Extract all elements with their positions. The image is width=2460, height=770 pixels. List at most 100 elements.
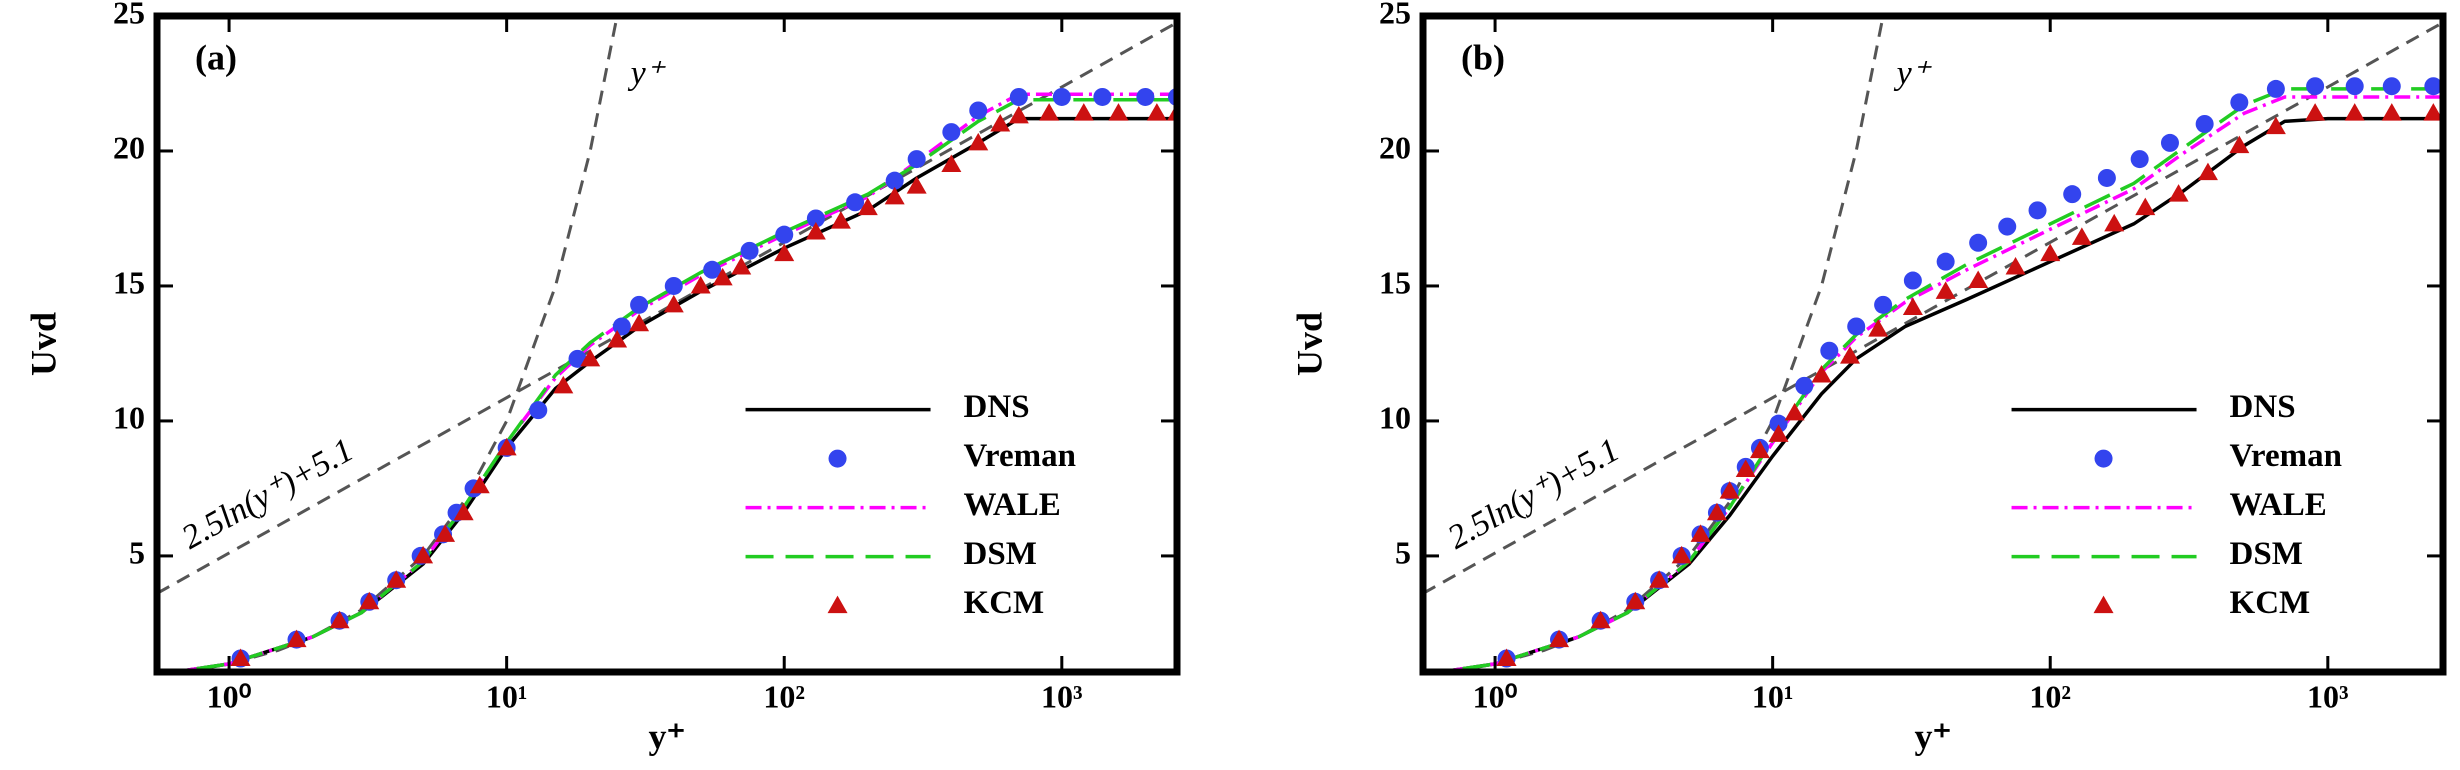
plot-frame: [153, 12, 1181, 676]
x-axis-title: y⁺: [648, 716, 685, 756]
data-point: [663, 294, 684, 313]
data-point: [2423, 103, 2443, 121]
line-annotation: y⁺: [1894, 55, 1933, 92]
x-tick-label: 10²: [2029, 678, 2071, 714]
legend-label: DNS: [964, 389, 1030, 425]
line-annotation: 2.5ln(y⁺)+5.1: [1442, 431, 1626, 556]
y-tick-label: 20: [1379, 129, 1411, 165]
data-point: [2424, 77, 2443, 96]
data-point: [969, 101, 988, 120]
data-point: [2381, 103, 2402, 121]
data-point: [1868, 319, 1889, 337]
data-point: [712, 267, 733, 286]
data-point: [2168, 184, 2189, 202]
data-point: [529, 401, 548, 420]
data-point: [805, 221, 826, 240]
data-point: [2230, 93, 2249, 112]
y-tick-label: 10: [113, 399, 145, 435]
data-point: [329, 610, 350, 629]
y-tick-label: 15: [113, 264, 145, 300]
data-point: [1935, 281, 1956, 299]
data-point: [1052, 87, 1071, 106]
data-point: [906, 176, 927, 194]
reference-line: [1423, 21, 2443, 595]
y-tick-label: 5: [1395, 534, 1411, 570]
series-line: [1429, 87, 2443, 672]
x-tick-label: 10²: [763, 678, 805, 714]
data-point: [941, 154, 962, 172]
legend-swatch: [827, 595, 848, 614]
data-point: [1936, 252, 1955, 271]
data-point: [2135, 197, 2156, 216]
legend-swatch: [828, 449, 847, 468]
data-point: [1009, 87, 1028, 106]
data-point: [775, 225, 794, 244]
data-point: [942, 123, 961, 142]
data-point: [553, 375, 574, 394]
data-point: [413, 545, 434, 564]
legend-label: Vreman: [2230, 438, 2342, 474]
data-point: [2130, 150, 2149, 169]
data-point: [907, 150, 926, 169]
legend-label: WALE: [964, 487, 1061, 523]
data-point: [1874, 295, 1893, 314]
data-point: [884, 186, 905, 205]
data-point: [690, 275, 711, 294]
data-point: [2265, 116, 2286, 135]
data-point: [1749, 440, 1770, 459]
data-point: [1093, 87, 1112, 106]
legend-label: DNS: [2230, 389, 2296, 425]
data-point: [1795, 376, 1814, 395]
y-axis-title: Uvd: [23, 312, 63, 376]
panel-label: (a): [195, 37, 237, 77]
data-point: [968, 132, 989, 151]
data-point: [1625, 591, 1646, 610]
data-point: [1847, 317, 1866, 336]
data-point: [806, 209, 825, 228]
data-point: [1902, 297, 1923, 316]
data-point: [469, 475, 490, 494]
data-point: [2306, 77, 2325, 96]
data-point: [1820, 341, 1839, 360]
data-point: [731, 257, 752, 275]
data-point: [1768, 424, 1789, 442]
data-point: [2097, 168, 2116, 187]
data-point: [2266, 79, 2285, 98]
data-point: [1903, 271, 1922, 290]
legend-label: Vreman: [964, 438, 1076, 474]
legend-label: DSM: [964, 536, 1037, 572]
plot-area: [157, 16, 1177, 672]
data-point: [1719, 481, 1740, 499]
data-point: [846, 193, 865, 212]
x-axis-title: y⁺: [1914, 716, 1951, 756]
data-point: [1784, 402, 1805, 421]
data-point: [2229, 135, 2250, 154]
data-point: [2345, 77, 2364, 96]
legend-label: DSM: [2230, 536, 2303, 572]
data-point: [1998, 217, 2017, 236]
y-tick-label: 25: [1379, 0, 1411, 30]
data-point: [2104, 213, 2125, 232]
plot-frame: [1419, 12, 2447, 676]
data-point: [386, 570, 407, 588]
legend-label: KCM: [2230, 585, 2311, 621]
series-line: [1429, 95, 2443, 672]
line-annotation: y⁺: [628, 55, 667, 92]
data-point: [230, 648, 251, 667]
data-point: [1590, 610, 1611, 629]
data-point: [740, 241, 759, 260]
x-tick-label: 10⁰: [207, 678, 252, 714]
panel: 10⁰ 10¹ 10² 10³ 5 10 15 20 25 y⁺ 2.5ln(y⁺)+5.1 DNS V…: [23, 0, 1181, 756]
x-tick-label: 10³: [1041, 678, 1083, 714]
data-point: [2071, 227, 2092, 245]
data-point: [607, 329, 628, 348]
reference-line: [1451, 16, 1885, 672]
x-tick-label: 10⁰: [1473, 678, 1518, 714]
y-tick-label: 15: [1379, 264, 1411, 300]
line-annotation: 2.5ln(y⁺)+5.1: [176, 431, 360, 556]
data-point: [1735, 459, 1756, 478]
data-point: [1969, 233, 1988, 252]
data-point: [774, 243, 795, 262]
data-point: [1968, 270, 1989, 289]
plot-area: [1423, 16, 2443, 672]
